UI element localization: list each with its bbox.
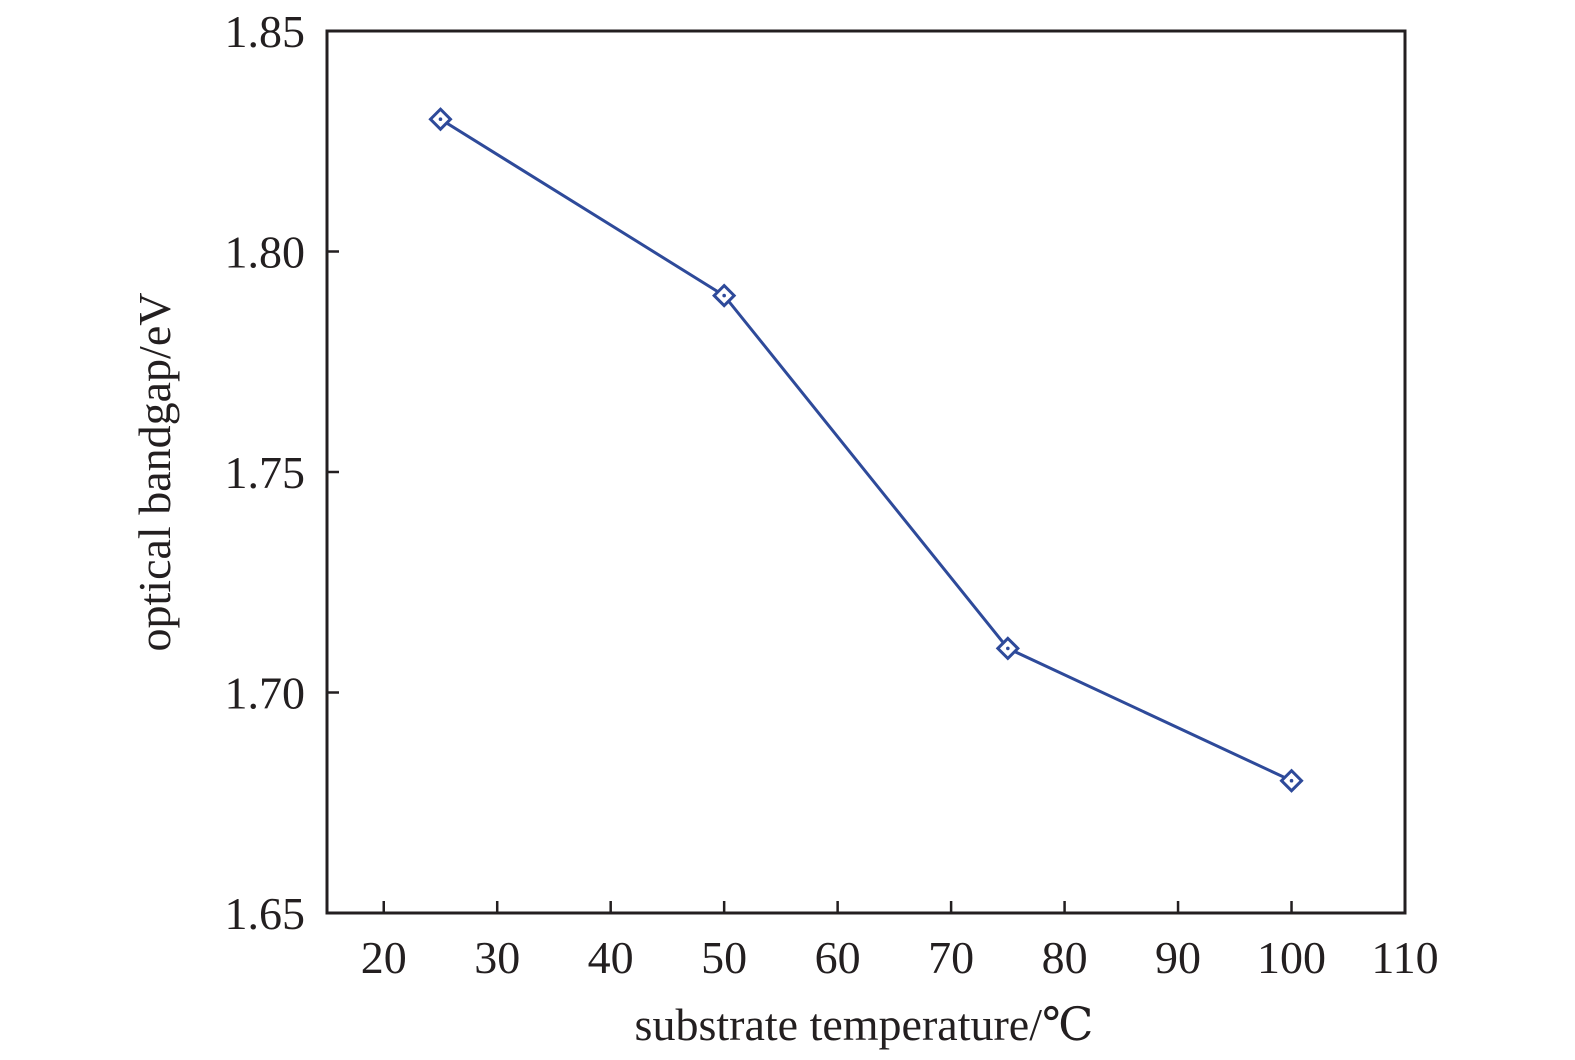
- x-axis-ticks: 20 30 40 50 60 70 80 90 100 110: [361, 901, 1439, 983]
- y-tick-label: 1.85: [225, 6, 306, 57]
- x-tick-label: 80: [1042, 932, 1088, 983]
- x-tick-label: 90: [1155, 932, 1201, 983]
- x-tick-label: 40: [588, 932, 634, 983]
- x-tick-label: 20: [361, 932, 407, 983]
- x-tick-label: 60: [815, 932, 861, 983]
- y-axis-ticks: 1.65 1.70 1.75 1.80 1.85: [225, 6, 339, 939]
- data-point-dot: [1006, 646, 1010, 651]
- series-layer: [428, 107, 1304, 793]
- y-tick-label: 1.75: [225, 447, 306, 498]
- x-tick-label: 50: [701, 932, 747, 983]
- y-tick-label: 1.65: [225, 888, 306, 939]
- x-tick-label: 70: [928, 932, 974, 983]
- x-tick-label: 30: [474, 932, 520, 983]
- y-axis-title: optical bandgap/eV: [129, 293, 180, 652]
- y-tick-label: 1.80: [225, 227, 306, 278]
- data-point-dot: [438, 117, 443, 121]
- data-point-dot: [1289, 778, 1294, 783]
- series-line: [439, 117, 1293, 783]
- data-point-dot: [722, 293, 726, 298]
- y-tick-label: 1.70: [225, 668, 306, 719]
- x-tick-label: 100: [1257, 932, 1326, 983]
- x-axis-title: substrate temperature/℃: [635, 999, 1094, 1050]
- x-tick-label: 110: [1371, 932, 1438, 983]
